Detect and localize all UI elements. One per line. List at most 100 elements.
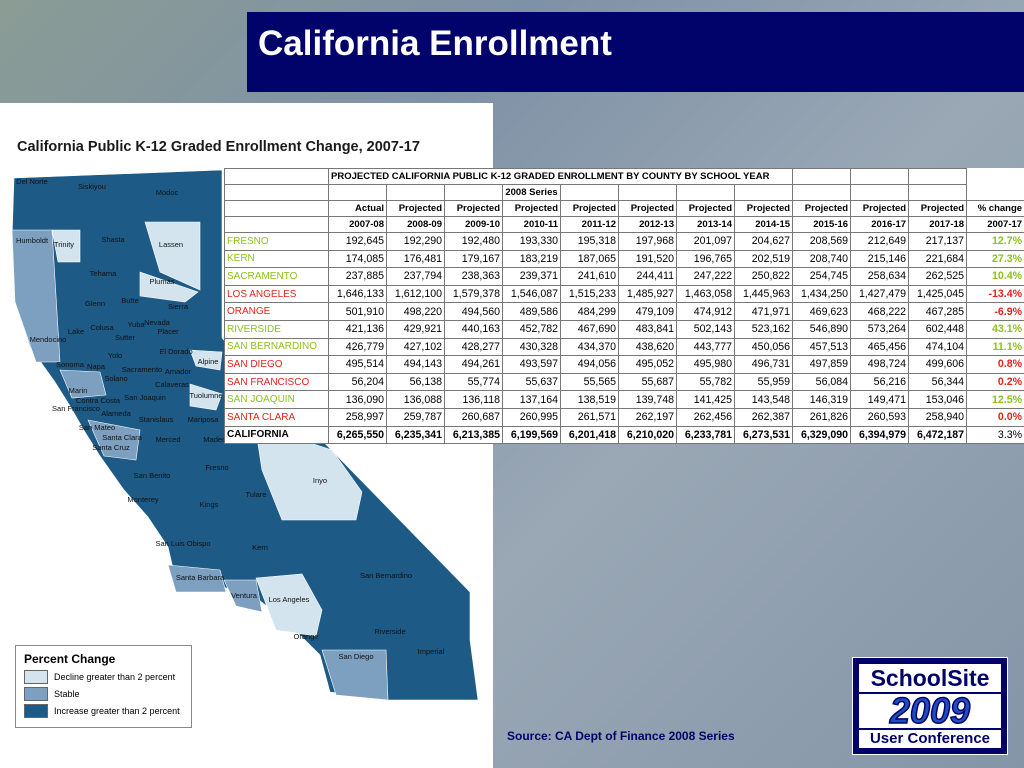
enrollment-cell: 176,481 (386, 249, 445, 269)
enrollment-cell: 6,273,531 (733, 425, 794, 445)
change-cell: 43.1% (966, 319, 1024, 339)
cell (676, 184, 735, 201)
cell (792, 168, 852, 185)
enrollment-cell: 496,731 (733, 355, 794, 374)
county-label: Tehama (90, 269, 118, 278)
county-label: Contra Costa (76, 396, 121, 405)
cell (224, 200, 329, 217)
county-label: Kern (252, 543, 268, 552)
enrollment-cell: 239,371 (502, 267, 561, 286)
county-label: Shasta (101, 235, 125, 244)
enrollment-cell: 262,456 (676, 407, 735, 427)
enrollment-cell: 208,569 (792, 232, 852, 251)
enrollment-cell: 56,204 (328, 372, 387, 392)
enrollment-cell: 136,090 (328, 390, 387, 409)
legend-swatch (24, 670, 48, 684)
change-cell: 3.3% (966, 425, 1024, 445)
enrollment-cell: 1,425,045 (908, 284, 968, 304)
data-row: CALIFORNIA 6,265,550 6,235,341 6,213,385 6,1… (224, 425, 1024, 445)
slide-title: California Enrollment (258, 24, 612, 63)
column-kind: Projected (444, 200, 503, 217)
enrollment-cell: 474,912 (676, 302, 735, 321)
enrollment-cell: 258,940 (908, 407, 968, 427)
enrollment-cell: 484,299 (560, 302, 619, 321)
legend-item: Increase greater than 2 percent (24, 704, 191, 718)
stable-area (59, 369, 107, 399)
enrollment-cell: 191,520 (618, 249, 677, 269)
county-label: Humboldt (16, 236, 49, 245)
county-label: Siskiyou (78, 182, 106, 191)
column-year: 2011-12 (560, 216, 619, 233)
enrollment-cell: 6,235,341 (386, 425, 445, 445)
enrollment-cell: 193,330 (502, 232, 561, 251)
data-row: KERN 174,085 176,481 179,167 183,219 187,065 1… (224, 249, 1024, 269)
enrollment-cell: 138,519 (560, 390, 619, 409)
logo-line: User Conference (859, 730, 1001, 748)
enrollment-cell: 498,724 (850, 355, 910, 374)
county-label: Amador (165, 367, 192, 376)
cell (328, 184, 387, 201)
decline-area (144, 221, 201, 291)
county-label: Tulare (246, 490, 267, 499)
enrollment-cell: 602,448 (908, 319, 968, 339)
column-kind: Projected (386, 200, 445, 217)
enrollment-cell: 149,471 (850, 390, 910, 409)
cell (224, 168, 329, 185)
county-label: Ventura (231, 591, 258, 600)
enrollment-cell: 1,546,087 (502, 284, 561, 304)
enrollment-cell: 192,480 (444, 232, 503, 251)
logo-line: SchoolSite (859, 664, 1001, 692)
county-name: SAN DIEGO (224, 355, 329, 374)
enrollment-cell: 1,463,058 (676, 284, 735, 304)
legend-title: Percent Change (24, 652, 116, 666)
enrollment-cell: 495,980 (676, 355, 735, 374)
column-kind: Projected (560, 200, 619, 217)
cell (908, 184, 968, 201)
enrollment-cell: 438,620 (618, 337, 677, 357)
county-label: El Dorado (159, 347, 192, 356)
column-kind: Projected (850, 200, 910, 217)
enrollment-cell: 6,210,020 (618, 425, 677, 445)
data-row: SAN JOAQUIN 136,090 136,088 136,118 137,164 1… (224, 390, 1024, 409)
county-label: San Francisco (52, 404, 100, 413)
decline-area (139, 271, 199, 303)
cell (733, 184, 794, 201)
enrollment-cell: 497,859 (792, 355, 852, 374)
enrollment-cell: 452,782 (502, 319, 561, 339)
enrollment-cell: 183,219 (502, 249, 561, 269)
county-label: Marin (69, 386, 88, 395)
enrollment-cell: 430,328 (502, 337, 561, 357)
enrollment-cell: 1,434,250 (792, 284, 852, 304)
column-kind: Projected (502, 200, 561, 217)
legend-label: Increase greater than 2 percent (54, 706, 180, 716)
county-label: Fresno (205, 463, 228, 472)
county-label: Riverside (374, 627, 405, 636)
enrollment-cell: 1,646,133 (328, 284, 387, 304)
enrollment-cell: 467,690 (560, 319, 619, 339)
enrollment-cell: 523,162 (733, 319, 794, 339)
enrollment-cell: 204,627 (733, 232, 794, 251)
stable-area (321, 649, 389, 701)
enrollment-cell: 179,167 (444, 249, 503, 269)
column-kind: Actual (328, 200, 387, 217)
enrollment-cell: 493,597 (502, 355, 561, 374)
legend-label: Stable (54, 689, 80, 699)
county-label: Lake (68, 327, 84, 336)
county-label: Merced (155, 435, 180, 444)
data-row: FRESNO 192,645 192,290 192,480 193,330 195,31… (224, 232, 1024, 251)
enrollment-cell: 247,222 (676, 267, 735, 286)
column-year: 2014-15 (733, 216, 794, 233)
county-name: SAN FRANCISCO (224, 372, 329, 392)
enrollment-cell: 192,645 (328, 232, 387, 251)
column-year: 2012-13 (618, 216, 677, 233)
enrollment-cell: 457,513 (792, 337, 852, 357)
county-label: Inyo (313, 476, 327, 485)
county-label: Placer (157, 327, 179, 336)
county-name: SANTA CLARA (224, 407, 329, 427)
enrollment-cell: 187,065 (560, 249, 619, 269)
decline-area (189, 383, 223, 411)
enrollment-cell: 495,514 (328, 355, 387, 374)
enrollment-cell: 1,427,479 (850, 284, 910, 304)
county-label: Sierra (168, 302, 189, 311)
enrollment-cell: 465,456 (850, 337, 910, 357)
